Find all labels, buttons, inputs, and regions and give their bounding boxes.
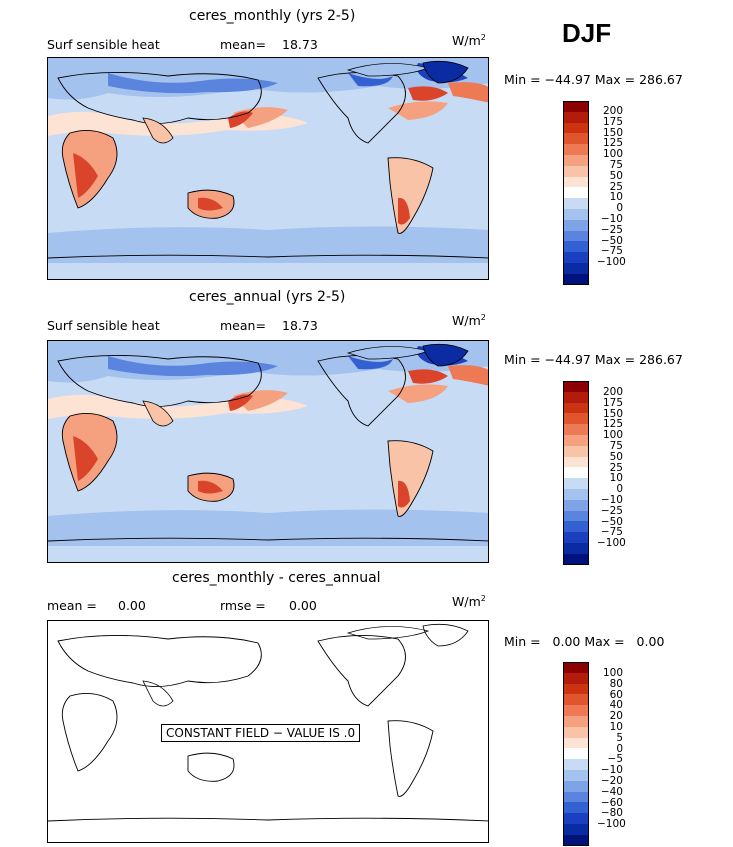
tick-label: −50 [600,234,623,247]
panel2-minmax: Min = −44.97 Max = 286.67 [504,352,683,367]
panel1-title: ceres_monthly (yrs 2-5) [189,8,356,24]
tick-label: 5 [616,731,623,744]
panel3-colorbar [563,662,589,846]
panel1-colorbar-labels: 200 175 150 125 100 75 50 25 10 0 −10 −2… [597,105,626,269]
tick-label: −20 [600,774,623,787]
tick-label: 20 [609,710,623,723]
tick-label: −10 [600,493,623,506]
panel3-mean-label: mean = [47,598,97,613]
tick-label: 150 [602,126,623,139]
tick-label: −50 [600,515,623,528]
tick-label: −25 [600,504,623,517]
tick-label: −5 [607,753,623,766]
panel1-mean-label: mean= [220,37,266,52]
tick-label: −60 [600,796,623,809]
panel1-map-svg [48,58,488,279]
tick-label: −40 [600,785,623,798]
panel3-minmax: Min = 0.00 Max = 0.00 [504,634,665,649]
tick-label: 10 [609,472,623,485]
panel3-title: ceres_monthly - ceres_annual [172,570,381,586]
panel1-map [47,57,489,280]
constant-field-label: CONSTANT FIELD − VALUE IS .0 [161,724,361,742]
panel2-colorbar-labels: 200 175 150 125 100 75 50 25 10 0 −10 −2… [597,386,626,550]
tick-label: 100 [602,148,623,161]
tick-label: 100 [602,667,623,679]
tick-label: 25 [609,180,623,193]
panel1-colorbar [563,101,589,285]
tick-label: −100 [597,818,626,831]
tick-label: 10 [609,720,623,733]
tick-label: 175 [602,396,623,409]
tick-label: −10 [600,764,623,777]
panel3-mean-value: 0.00 [118,598,146,613]
panel2-title: ceres_annual (yrs 2-5) [189,289,346,305]
tick-label: 100 [602,429,623,442]
tick-label: 40 [609,699,623,712]
panel2-map-svg [48,341,488,562]
tick-label: 200 [602,386,623,398]
tick-label: 175 [602,115,623,128]
panel1-variable-label: Surf sensible heat [47,37,160,52]
panel3-units: W/m2 [452,594,486,610]
panel2-map [47,340,489,563]
season-label: DJF [562,18,612,48]
tick-label: 10 [609,191,623,204]
panel2-mean-value: 18.73 [282,318,318,333]
panel2-colorbar [563,381,589,565]
panel2-units: W/m2 [452,313,486,329]
tick-label: −25 [600,223,623,236]
tick-label: 60 [609,688,623,701]
panel3-rmse-label: rmse = [220,598,266,613]
tick-label: 125 [602,137,623,150]
tick-label: 0 [616,742,623,755]
panel1-minmax: Min = −44.97 Max = 286.67 [504,72,683,87]
tick-label: −75 [600,526,623,539]
tick-label: −80 [600,807,623,820]
tick-label: −10 [600,212,623,225]
tick-label: 50 [609,169,623,182]
tick-label: 80 [609,677,623,690]
panel2-variable-label: Surf sensible heat [47,318,160,333]
tick-label: −100 [597,256,626,269]
tick-label: −100 [597,537,626,550]
tick-label: 125 [602,418,623,431]
tick-label: 75 [609,439,623,452]
tick-label: 0 [616,483,623,496]
tick-label: 75 [609,158,623,171]
tick-label: −75 [600,245,623,258]
panel2-mean-label: mean= [220,318,266,333]
panel3-rmse-value: 0.00 [289,598,317,613]
tick-label: 0 [616,202,623,215]
panel3-colorbar-labels: 100 80 60 40 20 10 5 0 −5 −10 −20 −40 −6… [597,667,626,831]
tick-label: 25 [609,461,623,474]
tick-label: 200 [602,105,623,117]
panel1-mean-value: 18.73 [282,37,318,52]
tick-label: 150 [602,407,623,420]
tick-label: 50 [609,450,623,463]
panel1-units: W/m2 [452,33,486,49]
